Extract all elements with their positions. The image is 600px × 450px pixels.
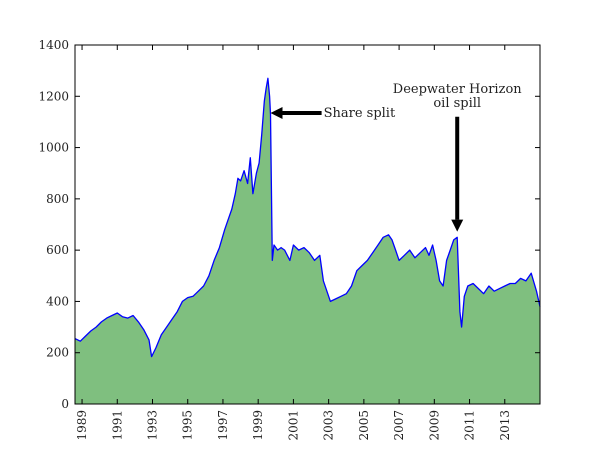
area-layer <box>75 78 540 405</box>
share-split-label: Share split <box>324 106 396 121</box>
y-tick-label: 200 <box>46 346 69 360</box>
deepwater-arrow-head <box>451 219 464 232</box>
x-tick-label: 2005 <box>357 410 371 441</box>
x-tick-label: 1999 <box>251 410 265 441</box>
x-tick-label: 1993 <box>146 410 160 441</box>
x-tick-label: 2011 <box>463 410 477 441</box>
y-tick-label: 600 <box>46 243 69 257</box>
y-tick-label: 800 <box>46 192 69 206</box>
deepwater-label-line: Deepwater Horizon <box>393 82 522 97</box>
x-tick-label: 2009 <box>427 410 441 441</box>
x-tick-label: 2007 <box>392 410 406 441</box>
deepwater-label-line: oil spill <box>433 96 481 111</box>
x-tick-label: 1997 <box>216 410 230 441</box>
share-split-arrow-head <box>270 106 283 119</box>
y-tick-label: 400 <box>46 294 69 308</box>
x-tick-label: 1991 <box>110 410 124 441</box>
y-tick-label: 1000 <box>38 141 69 155</box>
plot-frame <box>74 44 541 405</box>
y-tick-label: 1400 <box>38 38 69 52</box>
x-tick-label: 2003 <box>322 410 336 441</box>
x-tick-label: 2013 <box>498 410 512 441</box>
y-axis: 0 200 400 600 800 1000 1200 1400 <box>38 38 540 411</box>
y-tick-label: 1200 <box>38 89 69 103</box>
y-tick-label: 0 <box>61 397 69 411</box>
series-area <box>75 78 540 405</box>
line-layer <box>74 77 541 358</box>
series-line <box>74 77 541 358</box>
x-tick-label: 1989 <box>75 410 89 441</box>
x-tick-label: 1995 <box>181 410 195 441</box>
x-axis: 1989 1991 1993 1995 1997 1999 2001 2003 2005 2007… <box>75 45 512 441</box>
x-tick-label: 2001 <box>286 410 300 441</box>
